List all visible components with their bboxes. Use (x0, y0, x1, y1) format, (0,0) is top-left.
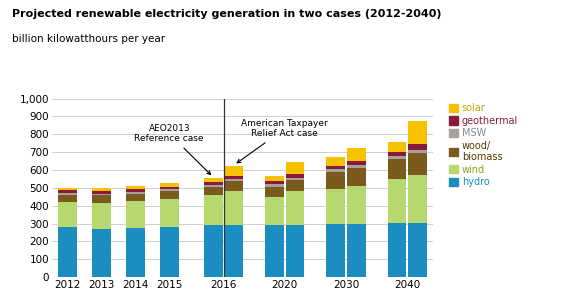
Bar (286, 177, 305, 180)
Bar (224, 166, 243, 176)
Bar (224, 225, 243, 277)
Bar (92, 229, 111, 277)
Bar (224, 179, 243, 181)
Bar (265, 181, 284, 184)
Bar (224, 176, 243, 179)
Bar (204, 195, 223, 225)
Bar (58, 188, 77, 190)
Bar (347, 186, 366, 224)
Bar (388, 223, 406, 277)
Bar (92, 191, 111, 194)
Bar (388, 179, 406, 223)
Bar (347, 168, 366, 186)
Bar (388, 159, 406, 179)
Bar (126, 192, 145, 194)
Bar (265, 225, 284, 277)
Bar (347, 161, 366, 165)
Bar (126, 186, 145, 189)
Bar (388, 142, 406, 152)
Bar (265, 187, 284, 197)
Bar (327, 224, 345, 277)
Bar (286, 225, 305, 277)
Bar (327, 166, 345, 169)
Bar (204, 178, 223, 182)
Bar (160, 199, 179, 227)
Bar (286, 180, 305, 191)
Bar (347, 148, 366, 161)
Bar (388, 156, 406, 159)
Bar (160, 227, 179, 277)
Bar (160, 189, 179, 191)
Bar (286, 191, 305, 225)
Bar (58, 195, 77, 202)
Text: Projected renewable electricity generation in two cases (2012-2040): Projected renewable electricity generati… (12, 9, 441, 19)
Bar (204, 185, 223, 187)
Bar (408, 223, 427, 277)
Bar (265, 197, 284, 225)
Text: American Taxpayer
Relief Act case: American Taxpayer Relief Act case (237, 119, 328, 163)
Bar (58, 227, 77, 277)
Bar (92, 203, 111, 229)
Bar (327, 189, 345, 224)
Bar (92, 188, 111, 191)
Bar (126, 228, 145, 277)
Bar (224, 191, 243, 225)
Bar (160, 187, 179, 189)
Bar (327, 157, 345, 166)
Bar (265, 176, 284, 181)
Bar (204, 225, 223, 277)
Bar (408, 175, 427, 223)
Bar (224, 181, 243, 191)
Legend: solar, geothermal, MSW, wood/
biomass, wind, hydro: solar, geothermal, MSW, wood/ biomass, w… (449, 103, 518, 187)
Bar (58, 193, 77, 195)
Bar (408, 150, 427, 153)
Bar (92, 195, 111, 203)
Bar (388, 152, 406, 156)
Text: billion kilowatthours per year: billion kilowatthours per year (12, 34, 164, 44)
Bar (126, 194, 145, 201)
Bar (286, 162, 305, 174)
Bar (408, 121, 427, 144)
Bar (327, 172, 345, 189)
Bar (160, 183, 179, 187)
Text: AEO2013
Reference case: AEO2013 Reference case (134, 124, 211, 175)
Bar (126, 201, 145, 228)
Bar (286, 174, 305, 177)
Bar (408, 153, 427, 175)
Bar (408, 144, 427, 150)
Bar (347, 165, 366, 168)
Bar (92, 194, 111, 195)
Bar (347, 224, 366, 277)
Bar (265, 184, 284, 187)
Bar (204, 182, 223, 185)
Bar (58, 202, 77, 227)
Bar (327, 169, 345, 172)
Bar (160, 191, 179, 199)
Bar (58, 190, 77, 193)
Bar (126, 189, 145, 192)
Bar (204, 187, 223, 195)
